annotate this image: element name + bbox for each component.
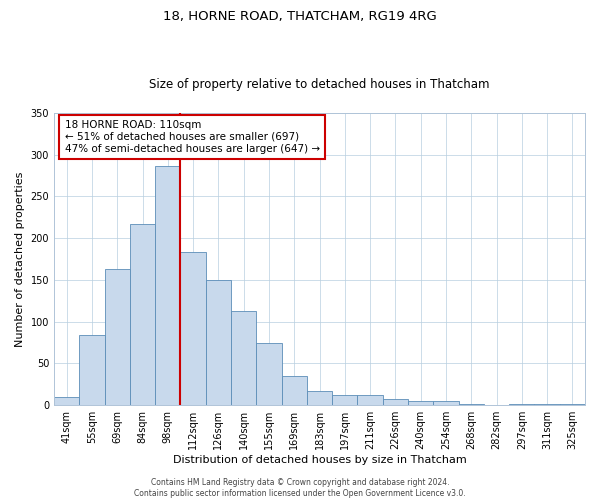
- Text: 18 HORNE ROAD: 110sqm
← 51% of detached houses are smaller (697)
47% of semi-det: 18 HORNE ROAD: 110sqm ← 51% of detached …: [65, 120, 320, 154]
- X-axis label: Distribution of detached houses by size in Thatcham: Distribution of detached houses by size …: [173, 455, 466, 465]
- Title: Size of property relative to detached houses in Thatcham: Size of property relative to detached ho…: [149, 78, 490, 91]
- Bar: [256, 342, 281, 405]
- Bar: [54, 397, 79, 405]
- Bar: [560, 404, 585, 405]
- Bar: [181, 252, 206, 405]
- Bar: [509, 404, 535, 405]
- Bar: [332, 395, 358, 405]
- Bar: [535, 404, 560, 405]
- Bar: [458, 404, 484, 405]
- Bar: [383, 398, 408, 405]
- Bar: [231, 311, 256, 405]
- Bar: [307, 391, 332, 405]
- Text: Contains HM Land Registry data © Crown copyright and database right 2024.
Contai: Contains HM Land Registry data © Crown c…: [134, 478, 466, 498]
- Bar: [155, 166, 181, 405]
- Bar: [358, 395, 383, 405]
- Bar: [79, 335, 104, 405]
- Bar: [408, 401, 433, 405]
- Bar: [281, 376, 307, 405]
- Bar: [130, 224, 155, 405]
- Bar: [433, 401, 458, 405]
- Bar: [206, 280, 231, 405]
- Y-axis label: Number of detached properties: Number of detached properties: [15, 172, 25, 347]
- Text: 18, HORNE ROAD, THATCHAM, RG19 4RG: 18, HORNE ROAD, THATCHAM, RG19 4RG: [163, 10, 437, 23]
- Bar: [104, 269, 130, 405]
